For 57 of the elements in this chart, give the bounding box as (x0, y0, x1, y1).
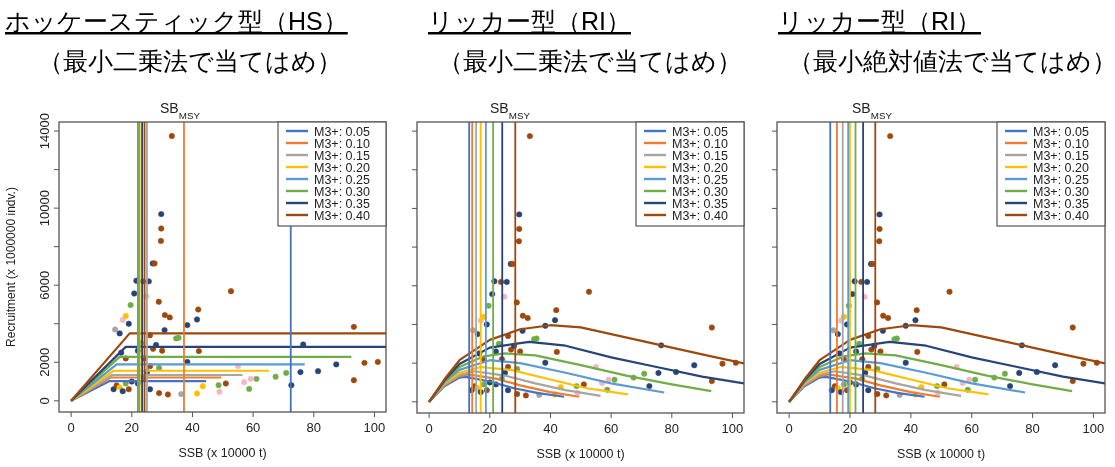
y-tick-label: 6000 (37, 270, 52, 300)
x-tick-label: 40 (185, 420, 200, 435)
y-tick-label: 14000 (37, 112, 52, 150)
legend-label: M3+: 0.10 (1033, 136, 1089, 151)
legend-label: M3+: 0.05 (672, 124, 728, 139)
x-axis-title: SSB (x 10000 t) (536, 447, 625, 461)
x-tick-label: 60 (964, 421, 979, 436)
x-tick-label: 0 (785, 421, 793, 436)
legend-label: M3+: 0.25 (672, 172, 728, 187)
text: SB$_{MSY}$ (160, 100, 201, 121)
legend-label: M3+: 0.20 (672, 160, 728, 175)
text: SB$_{MSY}$ (490, 100, 531, 121)
chart-subtitle: （最小二乗法で当てはめ） (38, 47, 342, 75)
y-axis-title: Recruitment (x 1000000 indv.) (4, 187, 18, 347)
x-tick-label: 100 (1082, 421, 1105, 436)
legend-label: M3+: 0.35 (1033, 196, 1089, 211)
y-tick-label: 0 (37, 397, 52, 405)
legend-label: M3+: 0.30 (1033, 184, 1089, 199)
x-tick-label: 40 (543, 421, 558, 436)
chart-subtitle: （最小二乗法で当てはめ） (438, 47, 742, 75)
x-tick-label: 20 (482, 421, 498, 436)
y-tick-label: 10000 (37, 190, 52, 227)
chart-subtitle: （最小絶対値法で当てはめ） (788, 47, 1115, 75)
legend-label: M3+: 0.10 (314, 136, 370, 151)
legend-label: M3+: 0.40 (314, 208, 370, 223)
legend-label: M3+: 0.25 (1033, 172, 1089, 187)
y-tick-label: 2000 (37, 347, 52, 377)
legend-label: M3+: 0.20 (314, 160, 370, 175)
x-axis-title: SSB (x 10000 t) (896, 447, 986, 461)
x-tick-label: 40 (903, 421, 919, 436)
legend-label: M3+: 0.25 (314, 172, 370, 187)
legend-label: M3+: 0.40 (672, 208, 728, 223)
legend-label: M3+: 0.35 (314, 196, 370, 211)
x-tick-label: 0 (67, 420, 75, 435)
x-tick-label: 20 (842, 421, 858, 436)
legend-label: M3+: 0.15 (1033, 148, 1089, 163)
legend-label: M3+: 0.35 (672, 196, 728, 211)
x-axis-title: SSB (x 10000 t) (178, 446, 267, 460)
legend-label: M3+: 0.40 (1033, 208, 1089, 223)
legend-label: M3+: 0.05 (1033, 124, 1089, 139)
x-tick-label: 60 (603, 421, 619, 436)
legend-label: M3+: 0.10 (672, 136, 728, 151)
x-tick-label: 80 (306, 420, 322, 435)
legend-label: M3+: 0.15 (672, 148, 728, 163)
x-tick-label: 100 (721, 421, 744, 436)
x-tick-label: 20 (124, 420, 140, 435)
legend-label: M3+: 0.20 (1033, 160, 1089, 175)
x-tick-label: 60 (245, 420, 261, 435)
x-tick-label: 80 (1025, 421, 1040, 436)
legend-label: M3+: 0.30 (314, 184, 370, 199)
text: SB$_{MSY}$ (852, 100, 893, 121)
x-tick-label: 0 (425, 421, 433, 436)
x-tick-label: 80 (664, 421, 680, 436)
legend-label: M3+: 0.15 (314, 148, 370, 163)
x-tick-label: 100 (363, 420, 386, 435)
legend-label: M3+: 0.05 (314, 124, 370, 139)
legend-label: M3+: 0.30 (672, 184, 728, 199)
